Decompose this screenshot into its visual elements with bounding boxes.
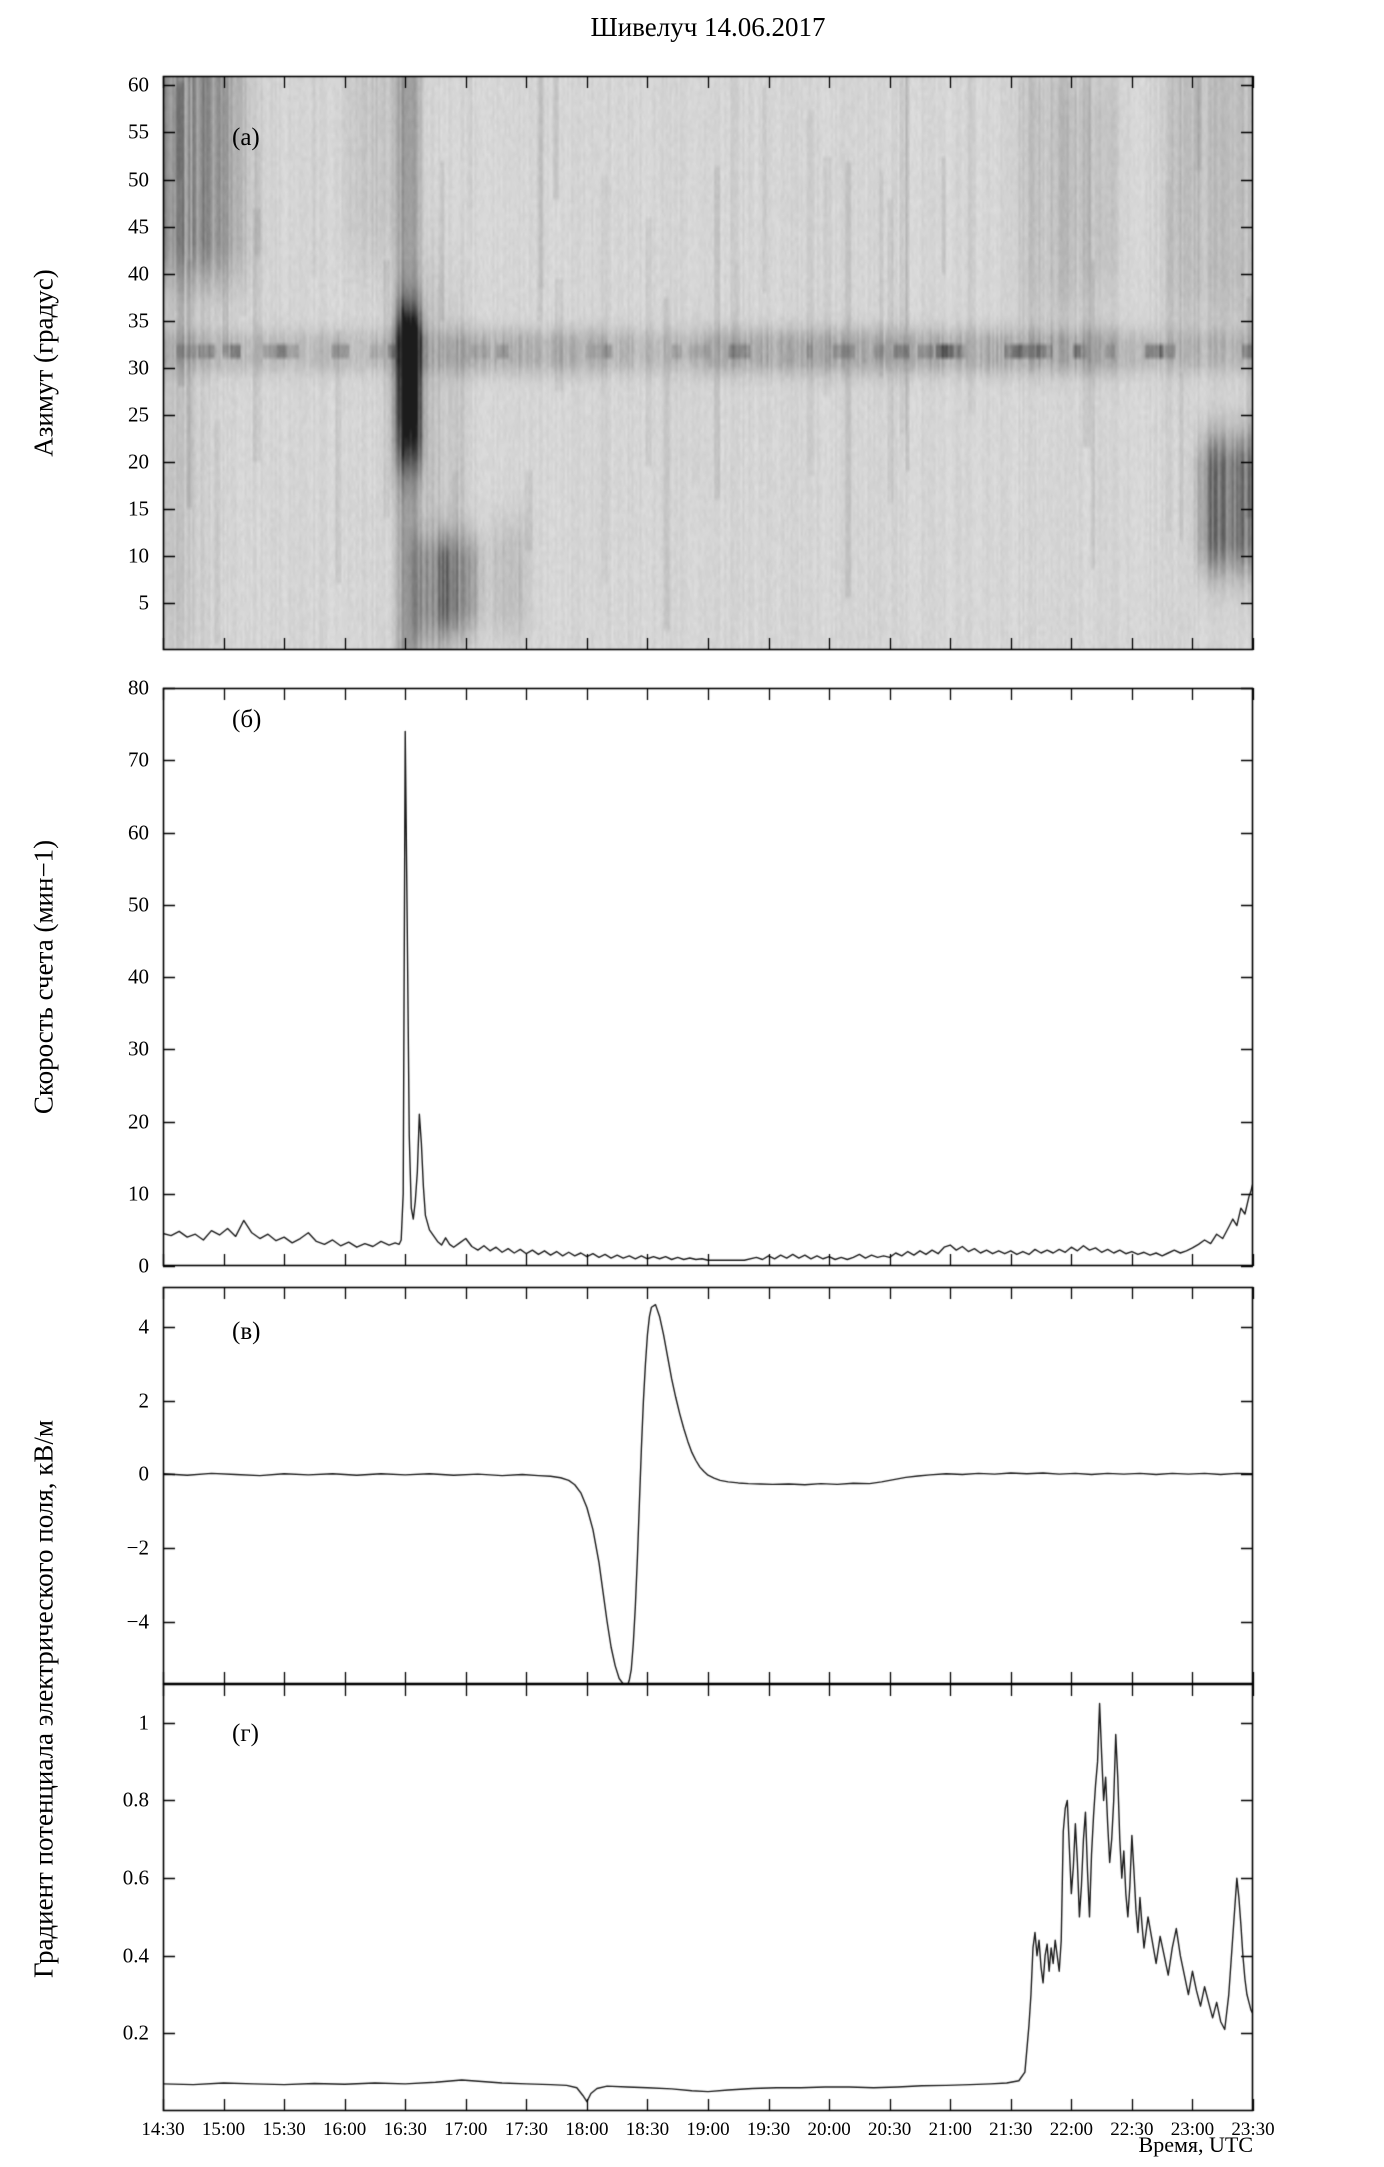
panel-letter-g: (г) [232, 1720, 259, 1747]
axis-label-count-rate: Скорость счета (мин−1) [28, 839, 59, 1115]
axis-label-time-utc: Время, UTC [1138, 2132, 1253, 2157]
axis-label-azimuth: Азимут (градус) [28, 269, 59, 457]
panel-letter-v: (в) [232, 1318, 261, 1345]
axis-label-potential-gradient: Градиент потенциала электрического поля,… [28, 1420, 59, 1978]
figure-title: Шивелуч 14.06.2017 [590, 12, 826, 42]
panel-letter-a: (а) [232, 124, 260, 151]
panel-letter-b: (б) [232, 706, 262, 733]
